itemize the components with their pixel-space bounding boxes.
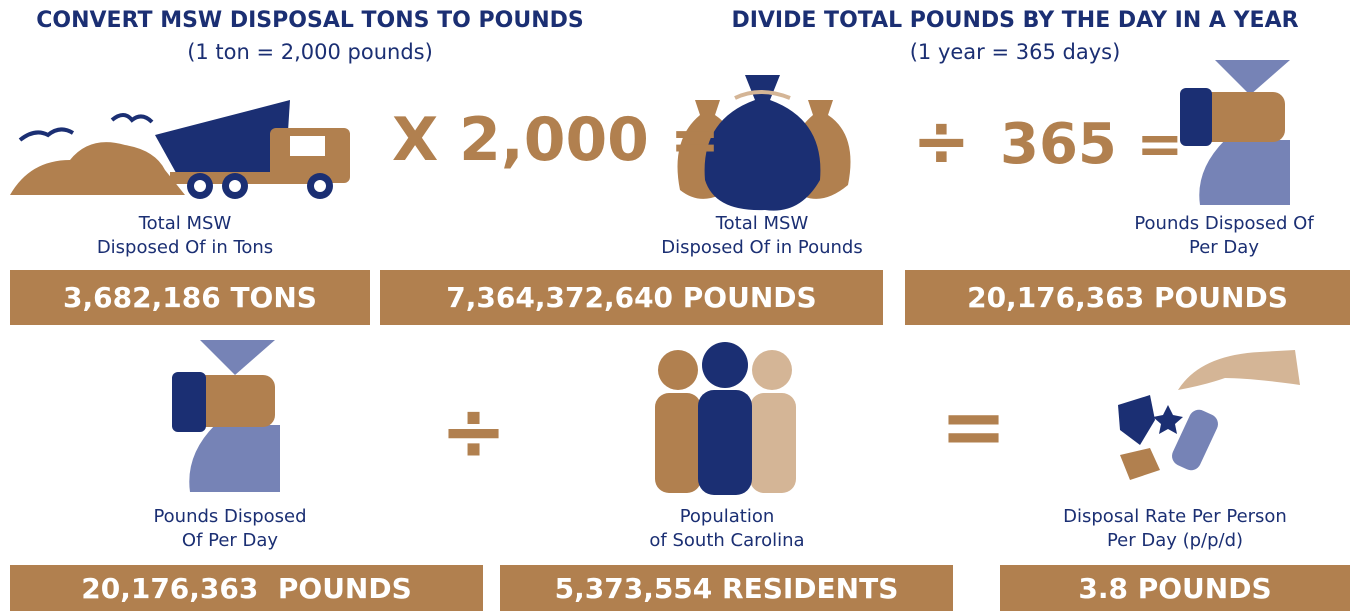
heading: CONVERT MSW DISPOSAL TONS TO POUNDS: [36, 8, 584, 33]
heading: DIVIDE TOTAL POUNDS BY THE DAY IN A YEAR: [731, 8, 1299, 33]
label: Of Per Day: [181, 530, 279, 551]
label: Population: [679, 506, 775, 527]
value-box: 7,364,372,640 POUNDS: [380, 270, 883, 325]
label: of South Carolina: [649, 530, 805, 551]
truck-icon: [10, 100, 350, 199]
subheading: (1 ton = 2,000 pounds): [187, 40, 433, 64]
bags-icon: [677, 75, 851, 211]
value-box: 20,176,363 POUNDS: [905, 270, 1350, 325]
label: Disposed Of in Pounds: [661, 237, 863, 258]
label: Pounds Disposed: [153, 506, 307, 527]
hand-bag-icon: [1180, 60, 1290, 205]
operator: ÷: [440, 385, 508, 478]
label: Disposal Rate Per Person: [1063, 506, 1287, 527]
operator: ÷: [912, 100, 971, 182]
value-box: 20,176,363 POUNDS: [10, 565, 483, 611]
label: Pounds Disposed Of: [1134, 213, 1314, 234]
value-box: 3.8 POUNDS: [1000, 565, 1350, 611]
subheading: (1 year = 365 days): [909, 40, 1121, 64]
operator: =: [940, 380, 1008, 473]
operator: X 2,000 =: [392, 105, 721, 175]
people-icon: [655, 342, 796, 495]
label: Per Day: [1189, 237, 1259, 258]
label: Total MSW: [138, 213, 232, 234]
value-box: 3,682,186 TONS: [10, 270, 370, 325]
operator: 365 =: [1000, 112, 1184, 177]
hand-bag-icon: [172, 340, 280, 492]
label: Disposed Of in Tons: [96, 237, 274, 258]
disposal-icon: [1118, 350, 1300, 480]
label: Total MSW: [715, 213, 809, 234]
value-box: 5,373,554 RESIDENTS: [500, 565, 953, 611]
label: Per Day (p/p/d): [1106, 530, 1244, 551]
